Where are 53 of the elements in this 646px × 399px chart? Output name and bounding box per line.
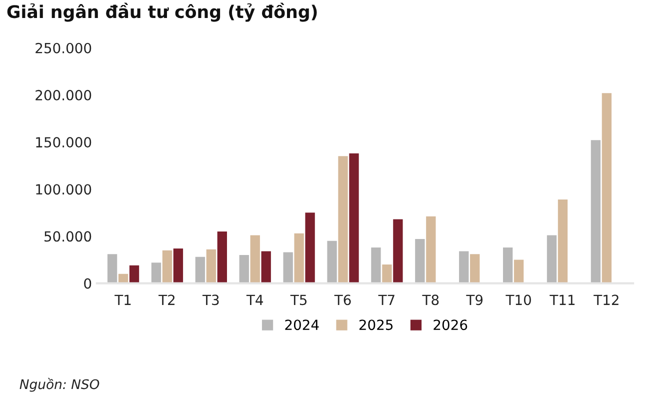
- y-tick-label: 150.000: [36, 137, 92, 148]
- x-tick-label: T5: [290, 294, 307, 306]
- bar: [217, 232, 227, 284]
- bar: [470, 254, 480, 284]
- x-tick-label: T4: [246, 294, 263, 305]
- chart-title: Giải ngân đầu tư công (tỷ đồng): [7, 2, 317, 22]
- bar: [206, 249, 216, 284]
- bar: [602, 93, 612, 284]
- legend-label: 2024: [285, 320, 319, 330]
- bar: [107, 254, 118, 284]
- x-tick-label: T2: [158, 294, 174, 305]
- bar: [327, 240, 337, 284]
- bar: [382, 264, 392, 284]
- bar: [349, 153, 359, 284]
- x-tick-label: T3: [202, 294, 219, 306]
- bar: [250, 235, 260, 284]
- legend-label: 2025: [359, 320, 393, 330]
- bar: [590, 140, 601, 284]
- x-tick-label: T9: [466, 294, 483, 306]
- bar: [426, 216, 436, 284]
- bar: [514, 260, 524, 284]
- bar: [162, 250, 172, 284]
- bar: [261, 251, 271, 284]
- bar: [283, 252, 293, 284]
- x-tick-label: T6: [334, 294, 351, 306]
- x-tick-label: T12: [594, 294, 618, 305]
- x-tick-label: T10: [506, 294, 531, 306]
- bar: [393, 219, 403, 284]
- x-tick-label: T7: [378, 294, 394, 305]
- x-tick-label: T1: [114, 294, 131, 305]
- y-tick-label: 50.000: [44, 231, 92, 242]
- y-tick-label: 100.000: [36, 184, 92, 195]
- x-tick-label: T11: [550, 294, 575, 305]
- bar: [459, 251, 469, 284]
- bar: [151, 262, 162, 284]
- bar: [173, 248, 184, 284]
- bar: [558, 199, 568, 284]
- bar: [129, 265, 140, 284]
- y-tick-label: 0: [84, 278, 92, 289]
- legend-label: 2026: [434, 320, 468, 330]
- bar: [338, 156, 348, 284]
- bar: [305, 212, 315, 284]
- y-tick-label: 200.000: [36, 90, 92, 100]
- bar: [239, 255, 249, 284]
- bar: [195, 256, 206, 284]
- x-tick-label: T8: [422, 294, 439, 306]
- text: Nguồn: NSO: [20, 378, 100, 392]
- bar: [502, 248, 513, 284]
- bar: [546, 235, 557, 284]
- bar: [415, 239, 425, 284]
- bar: [294, 233, 304, 284]
- bar: [371, 248, 381, 284]
- y-tick-label: 250.000: [36, 42, 92, 54]
